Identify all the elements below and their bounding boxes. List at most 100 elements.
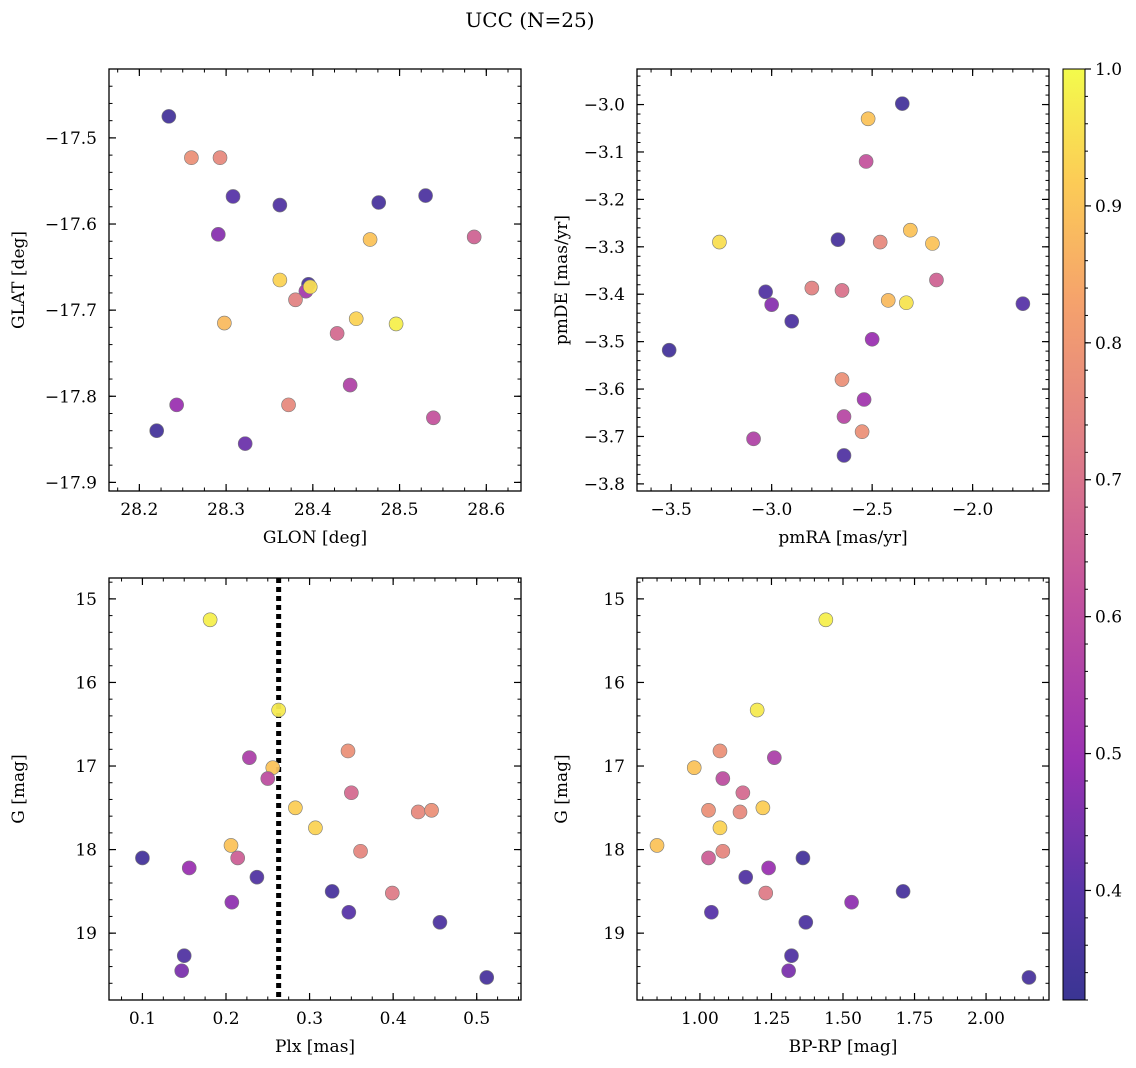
scatter-point [864,331,880,347]
scatter-point [784,313,800,329]
scatter-point [212,150,228,166]
scatter-point [880,293,896,308]
x-tick-label: 0.5 [463,1009,490,1029]
scatter-point [388,316,404,332]
y-tick-label: −3.7 [584,427,625,447]
scatter-point [758,885,774,901]
scatter-point [761,860,776,876]
y-tick-label: −3.2 [584,190,625,210]
x-tick-label: 2.00 [967,1009,1005,1029]
figure-title: UCC (N=25) [465,8,594,32]
x-tick-label: 28.2 [120,500,158,520]
colorbar: 0.4 0.5 0.6 0.7 0.8 0.9 1.0 [1062,60,1122,1001]
scatter-point [272,197,288,213]
y-axis-label: G [mag] [9,754,29,823]
scatter-point [210,227,226,242]
x-tick-label: 28.4 [294,500,332,520]
scatter-point [834,283,850,298]
scatter-point [181,860,197,876]
scatter-point [176,948,192,964]
colorbar-tick-label: 0.8 [1095,334,1122,354]
scatter-point [872,234,888,250]
scatter-point [237,436,253,451]
y-tick-label: −3.1 [584,143,625,163]
scatter-point [795,850,811,866]
scatter-point [767,750,782,765]
scatter-point [701,803,716,818]
x-tick-label: 0.3 [296,1009,323,1029]
scatter-point [432,914,448,930]
y-tick-label: −17.5 [45,129,97,149]
x-tick-label: 28.5 [381,500,419,520]
y-tick-label: 15 [603,590,625,610]
x-tick-label: −3.0 [751,500,792,520]
scatter-point [661,342,677,358]
scatter-point [836,409,852,424]
scatter-point [804,280,820,296]
scatter-point [704,904,719,920]
x-tick-label: 28.6 [467,500,505,520]
y-tick-label: 16 [603,673,625,693]
panel-plx-g: 0.1 0.2 0.3 0.4 0.5 15 16 17 18 19 Plx [mas] G [mag… [9,577,522,1057]
colorbar-tick-label: 1.0 [1095,60,1122,80]
plot-frame [108,577,522,1001]
scatter-point [223,838,239,853]
scatter-point [844,894,859,910]
scatter-point [712,234,727,250]
y-tick-label: 16 [75,673,97,693]
scatter-point [174,963,190,979]
y-tick-label: 19 [75,924,97,944]
scatter-point [712,820,728,836]
scatter-point [903,222,918,238]
scatter-point [701,850,716,866]
scatter-point [466,229,482,245]
scatter-point [385,885,400,901]
scatter-point [353,843,368,859]
scatter-point [764,297,779,312]
y-tick-label: −17.7 [45,301,97,321]
scatter-point [715,843,731,859]
scatter-point [329,326,345,341]
scatter-point [161,109,177,124]
scatter-point [749,702,765,718]
y-tick-label: 15 [75,590,97,610]
y-axis-label: GLAT [deg] [9,231,29,329]
y-tick-label: −17.9 [45,473,97,493]
scatter-point [202,612,218,628]
scatter-point [288,800,303,816]
colorbar-tick-label: 0.6 [1095,608,1122,628]
scatter-point [856,392,872,407]
x-axis-label: GLON [deg] [263,528,367,548]
scatter-point [418,188,433,203]
scatter-point [894,96,910,111]
panel-bprp-g: 1.00 1.25 1.50 1.75 2.00 15 16 17 18 19 BP-RP [mag… [552,577,1050,1057]
scatter-point [860,111,876,127]
scatter-point [348,311,364,327]
scatter-point [836,448,852,463]
x-tick-label: −2.0 [952,500,993,520]
scatter-point [830,232,846,247]
scatter-point [715,771,731,786]
scatter-point [362,232,378,247]
plot-frame [636,68,1050,492]
y-tick-label: −3.6 [584,380,625,400]
y-tick-label: 18 [75,841,97,861]
scatter-point [288,292,303,308]
scatter-point [686,760,702,775]
scatter-point [344,785,359,801]
scatter-point [224,894,240,910]
scatter-point [738,869,754,885]
scatter-point [758,284,773,300]
scatter-point [249,869,265,885]
x-tick-label: 28.3 [207,500,245,520]
x-tick-label: 0.4 [380,1009,407,1029]
scatter-point [735,785,751,801]
scatter-point [784,948,799,964]
scatter-point [242,750,257,765]
colorbar-tick-label: 0.7 [1095,471,1122,491]
y-tick-label: 18 [603,841,625,861]
scatter-point [217,315,232,331]
x-tick-label: 1.00 [681,1009,719,1029]
scatter-point [426,410,441,426]
